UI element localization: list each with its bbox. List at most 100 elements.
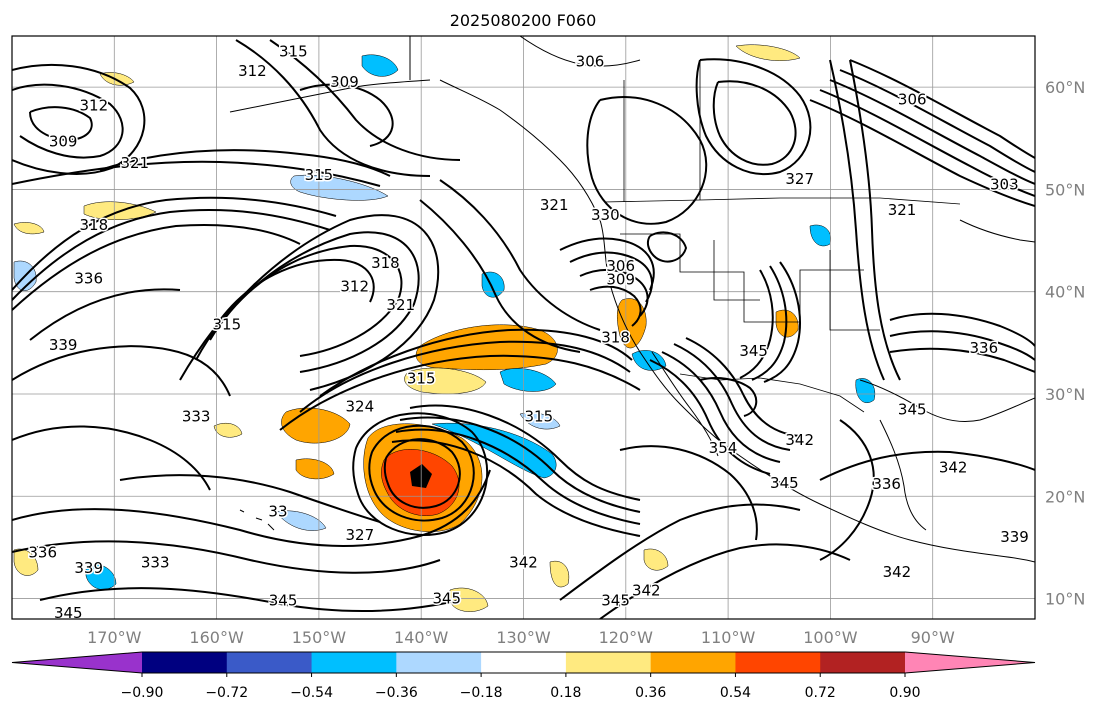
contour-label: 342 xyxy=(883,563,912,581)
contour-line xyxy=(559,503,801,601)
contour-label: 318 xyxy=(601,329,630,347)
aleutian-outline xyxy=(229,79,431,113)
yellow-shading-south-2 xyxy=(549,560,570,588)
contour-line xyxy=(368,424,475,522)
contour-label: 321 xyxy=(120,154,149,172)
yucatan-outline xyxy=(879,419,927,531)
contour-line xyxy=(299,83,394,147)
contour-line xyxy=(399,416,641,513)
contour-label: 309 xyxy=(606,270,635,288)
contour-line xyxy=(695,58,812,176)
contour-label: 312 xyxy=(340,278,369,296)
contour-label: 309 xyxy=(49,132,78,150)
contour-line xyxy=(395,428,641,525)
colorbar-tick-label: −0.18 xyxy=(460,685,503,701)
lon-tick-label: 130°W xyxy=(496,628,551,647)
contour-label: 345 xyxy=(770,474,799,492)
yellow-shading-canada xyxy=(735,44,801,61)
contour-label: 339 xyxy=(1000,528,1029,546)
chart-title: 2025080200 F060 xyxy=(450,11,597,30)
yellow-shading-south-mid xyxy=(643,548,669,571)
contour-label: 345 xyxy=(601,592,630,610)
contour-line xyxy=(751,265,788,381)
contour-label: 339 xyxy=(49,336,78,354)
cool-shading-south xyxy=(85,564,117,590)
contour-label: 306 xyxy=(898,90,927,108)
contour-line xyxy=(12,63,146,175)
contour-label: 321 xyxy=(888,201,917,219)
contour-label: 312 xyxy=(238,62,267,80)
canada-coast-outline xyxy=(519,36,641,67)
latitude-tick-labels: 10°N 20°N 30°N 40°N 50°N 60°N xyxy=(1045,78,1085,608)
contour-line xyxy=(819,450,1035,481)
us-canada-border xyxy=(603,197,961,205)
cool-shading-north xyxy=(290,174,389,201)
contour-line xyxy=(279,354,641,431)
colorbar-bin xyxy=(565,652,652,673)
longitude-tick-labels: 170°W 160°W 150°W 140°W 130°W 120°W 110°W 100°W… xyxy=(87,628,955,647)
contour-line xyxy=(29,288,181,341)
contour-line xyxy=(12,223,301,311)
theta-contours xyxy=(12,39,1035,619)
contour-line xyxy=(569,251,653,303)
contour-line xyxy=(829,59,885,381)
contour-label: 315 xyxy=(407,370,436,388)
lon-tick-label: 140°W xyxy=(394,628,449,647)
colorbar-extend-low xyxy=(12,652,142,673)
contour-label: 345 xyxy=(898,400,927,418)
contour-label: 33 xyxy=(268,503,287,521)
colorbar-bin xyxy=(396,652,482,673)
warm-shading-30n xyxy=(415,324,558,371)
warm-shading-small xyxy=(295,458,335,480)
colorbar-extend-high xyxy=(905,652,1035,673)
map-gridlines xyxy=(12,36,1035,619)
colorbar-bin xyxy=(226,652,313,673)
contour-label: 354 xyxy=(709,439,738,457)
map-frame xyxy=(11,35,1036,620)
lat-tick-label: 40°N xyxy=(1045,283,1085,302)
contour-line xyxy=(12,425,211,491)
contour-line xyxy=(809,99,1035,207)
cool-shading-sw xyxy=(275,510,327,531)
cool-shading-alaska xyxy=(361,54,399,77)
colorbar-bin xyxy=(481,652,567,673)
lon-tick-label: 110°W xyxy=(701,628,756,647)
contour-line xyxy=(119,474,381,523)
lat-tick-label: 60°N xyxy=(1045,78,1085,97)
lat-tick-label: 20°N xyxy=(1045,487,1085,506)
contour-line xyxy=(12,540,441,574)
lon-tick-label: 100°W xyxy=(803,628,858,647)
contour-label: 336 xyxy=(872,475,901,493)
great-lakes-outline xyxy=(959,219,1035,243)
lon-tick-label: 170°W xyxy=(87,628,142,647)
contour-label: 306 xyxy=(576,53,605,71)
contour-line xyxy=(661,351,781,463)
contour-label: 333 xyxy=(141,554,170,572)
contour-label: 309 xyxy=(330,73,359,91)
contour-line xyxy=(699,377,758,417)
colorbar-bin xyxy=(650,652,736,673)
contour-line xyxy=(419,199,581,353)
contour-line xyxy=(12,469,491,548)
colorbar-tick-label: −0.90 xyxy=(121,685,164,701)
contour-line xyxy=(819,89,1035,197)
cool-shading-small xyxy=(519,412,561,430)
contour-line xyxy=(99,149,391,177)
cool-shading-cyclone-north xyxy=(431,422,557,479)
contour-label: 327 xyxy=(785,170,814,188)
map-area: 3153123093123093213153183363183123213393… xyxy=(12,36,1035,619)
colorbar-tick-label: 0.90 xyxy=(889,685,920,701)
contour-label: 318 xyxy=(80,216,109,234)
contour-line xyxy=(179,214,440,391)
colorbar-bin xyxy=(311,652,397,673)
state-borders xyxy=(713,240,880,331)
us-mexico-border xyxy=(679,373,865,413)
contour-line xyxy=(839,69,1035,173)
colorbar-tick-label: 0.36 xyxy=(635,685,666,701)
contour-line xyxy=(586,96,708,225)
contour-line xyxy=(649,359,771,475)
contour-label: 342 xyxy=(632,581,661,599)
contour-line xyxy=(409,404,641,501)
contour-line xyxy=(29,106,93,142)
